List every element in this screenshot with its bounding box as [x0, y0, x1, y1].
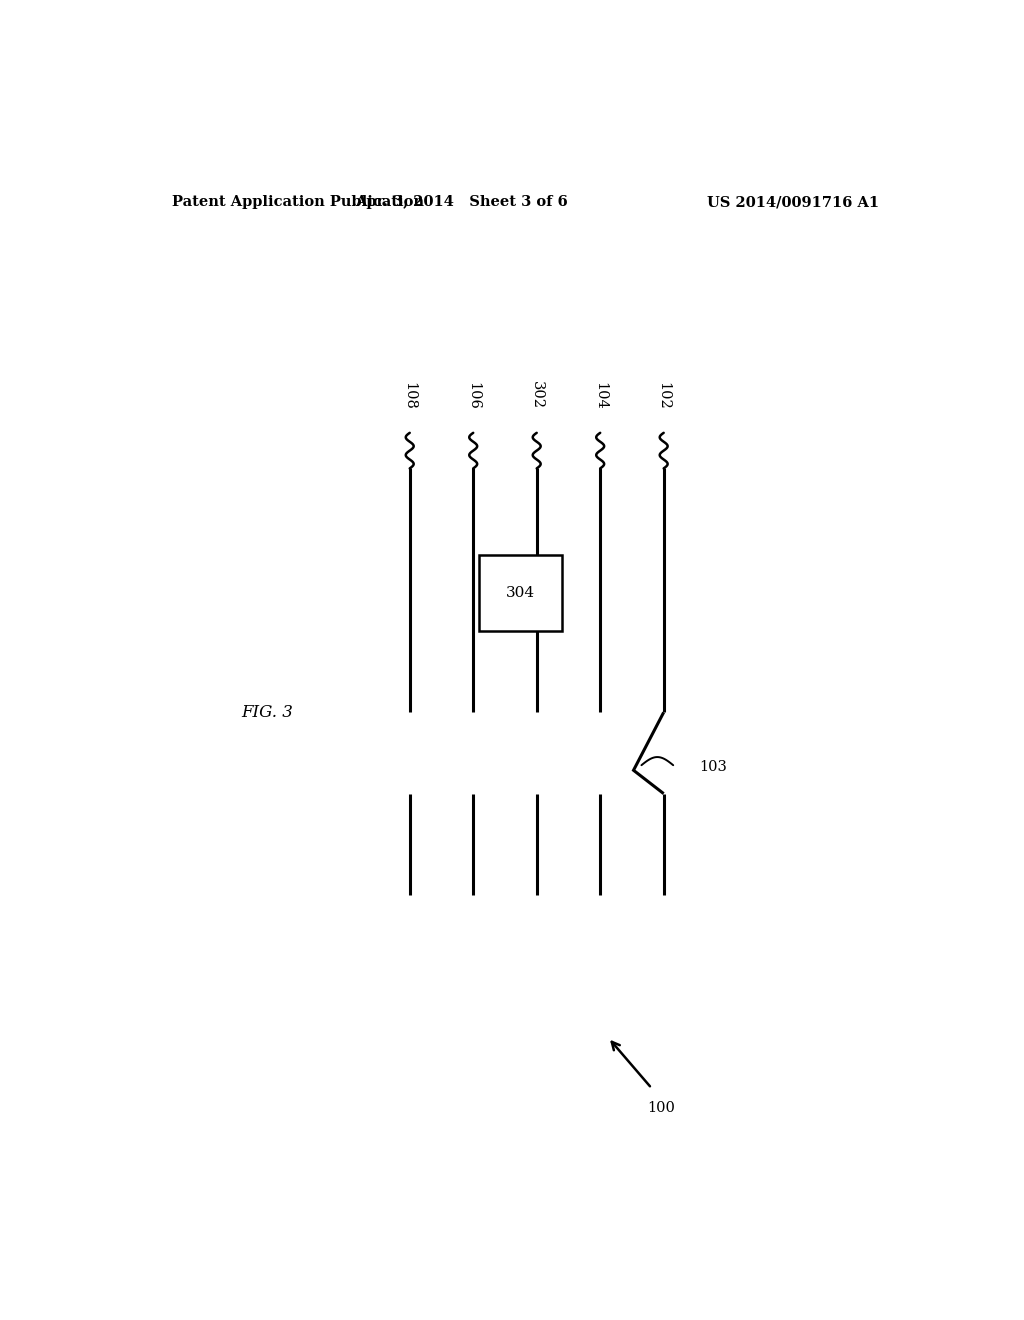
- Text: US 2014/0091716 A1: US 2014/0091716 A1: [708, 195, 880, 209]
- Text: 302: 302: [529, 381, 544, 409]
- Text: 108: 108: [402, 381, 417, 409]
- Text: FIG. 3: FIG. 3: [241, 704, 293, 721]
- Text: 100: 100: [647, 1101, 675, 1114]
- Text: Apr. 3, 2014   Sheet 3 of 6: Apr. 3, 2014 Sheet 3 of 6: [355, 195, 567, 209]
- Bar: [479, 554, 562, 631]
- Text: 104: 104: [593, 381, 607, 409]
- Text: 102: 102: [656, 381, 671, 409]
- Text: Patent Application Publication: Patent Application Publication: [172, 195, 424, 209]
- Text: 106: 106: [466, 381, 480, 409]
- Text: 304: 304: [506, 586, 535, 599]
- Text: 103: 103: [699, 760, 727, 775]
